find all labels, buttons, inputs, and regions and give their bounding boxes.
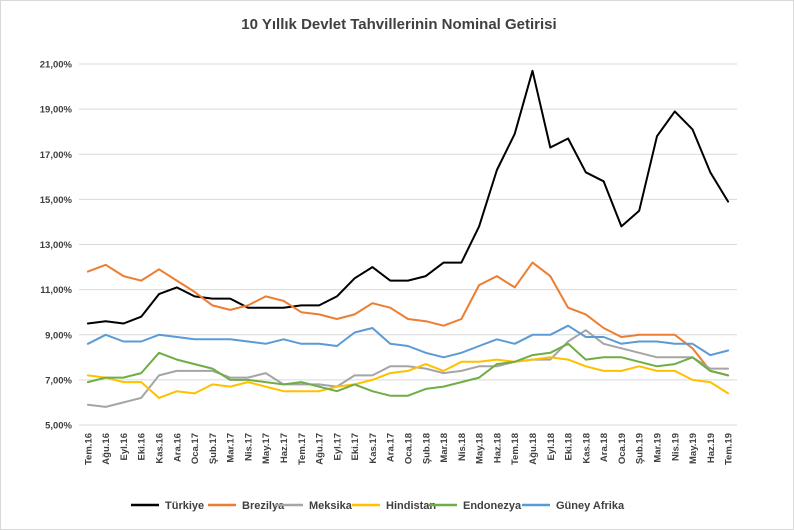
legend-label: Meksika <box>309 500 353 512</box>
legend-label: Türkiye <box>165 500 204 512</box>
x-tick-label: May.17 <box>261 433 272 464</box>
y-tick-label: 13,00% <box>40 240 73 251</box>
series-line-2 <box>86 329 730 408</box>
x-tick-label: Mar.17 <box>226 433 237 463</box>
x-tick-label: Şub.18 <box>421 433 432 464</box>
x-tick-label: Ağu.17 <box>315 433 326 465</box>
series-lines <box>86 69 730 408</box>
x-tick-label: Oca.18 <box>404 433 415 464</box>
series-line-0 <box>86 69 730 325</box>
x-tick-label: Mar.18 <box>439 433 450 463</box>
x-tick-label: Kas.17 <box>368 433 379 464</box>
x-tick-label: Tem.19 <box>724 433 735 465</box>
x-tick-label: May.19 <box>688 433 699 464</box>
series-line-5 <box>86 324 730 359</box>
x-tick-label: Eyl.17 <box>332 433 343 460</box>
legend-label: Hindistan <box>386 500 436 512</box>
legend: Türkiye Brezilya Meksika Hindistan Endonezya… <box>131 500 625 512</box>
x-tick-label: Ara.18 <box>599 433 610 462</box>
x-tick-label: Haz.19 <box>706 433 717 463</box>
y-tick-label: 17,00% <box>40 150 73 161</box>
x-tick-label: Eki.16 <box>137 433 148 460</box>
y-tick-label: 21,00% <box>40 60 73 71</box>
x-tick-label: Mar.19 <box>652 433 663 463</box>
x-tick-label: Eki.18 <box>564 433 575 460</box>
x-tick-label: Şub.19 <box>635 433 646 464</box>
series-line-3 <box>86 356 730 399</box>
x-tick-label: Kas.18 <box>581 433 592 464</box>
legend-label: Brezilya <box>242 500 285 512</box>
x-tick-label: Oca.19 <box>617 433 628 464</box>
y-tick-label: 15,00% <box>40 195 73 206</box>
x-tick-label: Haz.17 <box>279 433 290 463</box>
x-tick-label: May.18 <box>475 433 486 464</box>
legend-label: Endonezya <box>463 500 522 512</box>
x-tick-label: Kas.16 <box>155 433 166 464</box>
x-tick-label: Tem.18 <box>510 433 521 465</box>
x-tick-label: Eki.17 <box>350 433 361 460</box>
x-tick-label: Ağu.16 <box>101 433 112 465</box>
x-tick-label: Ağu.18 <box>528 433 539 465</box>
x-tick-label: Nis.19 <box>670 433 681 461</box>
chart-title: 10 Yıllık Devlet Tahvillerinin Nominal G… <box>241 16 556 33</box>
x-tick-label: Ara.17 <box>386 433 397 462</box>
x-tick-label: Nis.17 <box>243 433 254 461</box>
legend-label: Güney Afrika <box>556 500 625 512</box>
series-line-1 <box>86 261 730 377</box>
x-tick-label: Ara.16 <box>172 433 183 462</box>
x-axis-ticks: Tem.16 Ağu.16 Eyl.16 Eki.16 Kas.16 Ara.16 Oca.… <box>83 433 734 465</box>
x-tick-label: Tem.17 <box>297 433 308 465</box>
x-tick-label: Eyl.18 <box>546 433 557 460</box>
y-tick-label: 7,00% <box>45 375 72 386</box>
x-tick-label: Eyl.16 <box>119 433 130 460</box>
y-axis-ticks: 5,00% 7,00% 9,00% 11,00% 13,00% 15,00% 17,00% 1… <box>40 60 73 432</box>
x-tick-label: Haz.18 <box>492 433 503 463</box>
x-tick-label: Oca.17 <box>190 433 201 464</box>
x-tick-label: Nis.18 <box>457 433 468 461</box>
y-tick-label: 5,00% <box>45 421 72 432</box>
x-tick-label: Şub.17 <box>208 433 219 464</box>
y-tick-label: 19,00% <box>40 105 73 116</box>
y-tick-label: 11,00% <box>40 285 72 296</box>
y-tick-label: 9,00% <box>45 330 72 341</box>
x-tick-label: Tem.16 <box>83 433 94 465</box>
grid-lines <box>79 63 737 426</box>
series-line-4 <box>86 342 730 397</box>
